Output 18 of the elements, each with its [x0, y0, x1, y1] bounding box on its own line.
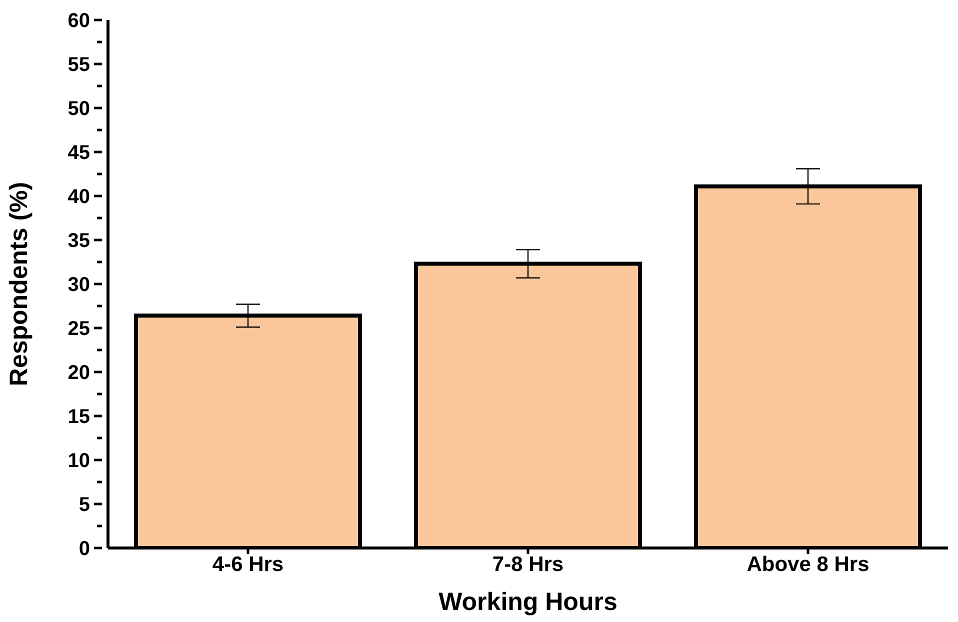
- y-tick-label: 30: [68, 274, 90, 296]
- y-tick-label: 25: [68, 318, 90, 340]
- y-tick-label: 0: [78, 538, 90, 560]
- x-axis-title: Working Hours: [438, 588, 618, 616]
- x-tick-label: 7-8 Hrs: [492, 552, 564, 576]
- y-tick-label: 5: [78, 494, 90, 516]
- x-tick-label: 4-6 Hrs: [212, 552, 284, 576]
- y-tick-label: 20: [68, 362, 90, 384]
- x-tick-label: Above 8 Hrs: [746, 552, 870, 576]
- y-tick-label: 55: [68, 54, 90, 76]
- y-tick-label: 45: [68, 142, 90, 164]
- y-tick-label: 60: [68, 10, 90, 32]
- y-tick-label: 10: [68, 450, 90, 472]
- y-tick-label: 50: [68, 98, 90, 120]
- y-tick-label: 15: [68, 406, 90, 428]
- y-tick-label: 35: [68, 230, 90, 252]
- y-axis-title: Respondents (%): [4, 182, 33, 386]
- y-tick-label: 40: [68, 186, 90, 208]
